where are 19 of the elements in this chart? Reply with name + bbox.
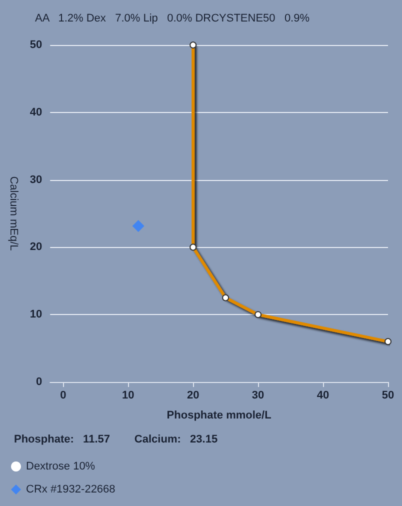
y-tick-label: 20 — [30, 241, 42, 254]
x-tick-label: 50 — [382, 390, 394, 402]
legend-label: CRx #1932-22668 — [26, 484, 116, 496]
text: Phosphate: 11.57 Calcium: 23.15 — [14, 434, 218, 446]
y-tick-label: 10 — [30, 308, 42, 321]
y-tick-label: 40 — [30, 106, 42, 118]
y-axis-title: Calcium mEq/L — [8, 176, 20, 251]
x-tick-label: 40 — [316, 390, 330, 402]
y-tick-label: 30 — [30, 174, 42, 186]
x-tick-label: 20 — [186, 390, 200, 402]
x-tick-label: 10 — [122, 390, 134, 402]
x-tick-label: 30 — [252, 390, 264, 402]
point — [132, 220, 144, 232]
legend-label: Dextrose 10% — [26, 460, 96, 472]
y-tick-label: 50 — [30, 39, 42, 51]
y-tick-label: 0 — [36, 376, 42, 388]
chart-title: AA 1.2% Dex 7.0% Lip 0.0% DRCYSTENE50 0.9% — [35, 12, 310, 24]
x-tick-label: 0 — [60, 390, 66, 402]
x-axis-title: Phosphate mmole/L — [166, 410, 272, 422]
